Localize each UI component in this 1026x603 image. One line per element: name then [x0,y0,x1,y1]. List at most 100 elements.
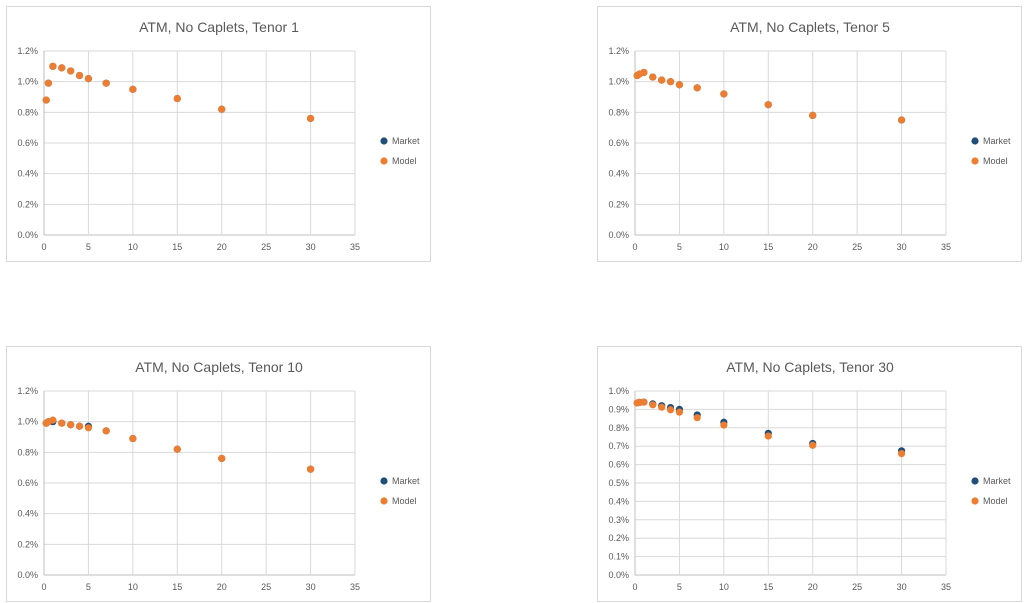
x-tick-label: 10 [719,582,729,592]
model-point [675,408,684,416]
chart-title: ATM, No Caplets, Tenor 30 [726,359,894,375]
y-tick-label: 0.3% [608,515,629,525]
y-tick-label: 0.6% [17,478,38,488]
model-point [666,78,675,86]
series-model [42,62,315,123]
x-tick-label: 25 [852,582,862,592]
model-point [764,101,772,109]
model-point [675,81,684,89]
model-point [49,62,57,70]
x-tick-label: 35 [350,582,360,592]
x-tick-label: 15 [172,582,182,592]
y-tick-label: 1.0% [17,417,38,427]
model-point [42,96,50,104]
x-tick-label: 15 [172,242,182,252]
x-tick-label: 35 [350,242,360,252]
model-point [658,76,666,84]
model-point [67,421,75,429]
y-tick-label: 0.9% [608,404,629,414]
series-market [42,418,315,473]
model-point [640,68,648,77]
x-tick-label: 20 [217,242,227,252]
model-point [49,416,57,424]
legend-marker-model [380,497,388,505]
model-point [129,434,137,443]
y-tick-label: 0.8% [608,423,629,433]
y-tick-label: 1.0% [17,77,38,87]
y-tick-label: 1.2% [608,46,629,56]
y-tick-label: 0.6% [17,138,38,148]
legend-label-model: Model [983,156,1008,166]
y-tick-label: 1.2% [17,46,38,56]
y-tick-label: 0.0% [608,230,629,240]
x-tick-label: 0 [632,242,637,252]
legend-label-model: Model [392,156,417,166]
x-tick-label: 15 [763,242,773,252]
model-point [84,75,93,83]
chart-panel-tenor-1: ATM, No Caplets, Tenor 1 0.0% 0.2% 0.4% 0.6%… [6,6,431,262]
model-point [44,79,53,87]
x-tick-label: 30 [306,582,316,592]
x-tick-label: 20 [808,242,818,252]
legend-label-market: Market [983,136,1011,146]
x-tick-label: 25 [852,242,862,252]
series-model [42,416,315,473]
y-tick-label: 0.2% [17,199,38,209]
y-tick-label: 0.2% [608,533,629,543]
legend-marker-market [971,477,979,485]
y-tick-label: 0.5% [608,478,629,488]
y-tick-label: 0.8% [608,107,629,117]
model-point [102,427,110,435]
model-point [129,85,137,93]
legend-label-market: Market [983,476,1011,486]
x-tick-label: 20 [217,582,227,592]
model-point [75,71,84,80]
model-point [306,465,315,473]
model-point [764,432,772,440]
series-model [633,398,906,458]
x-tick-label: 35 [941,582,951,592]
x-tick-label: 30 [897,582,907,592]
model-point [693,84,701,92]
chart-panel-tenor-5: ATM, No Caplets, Tenor 5 0.0% 0.2% 0.4% 0.6%… [597,6,1022,262]
legend-marker-market [971,137,979,145]
y-tick-label: 1.0% [608,77,629,87]
x-tick-label: 10 [128,242,138,252]
x-tick-label: 20 [808,582,818,592]
model-point [720,90,728,98]
model-point [809,441,817,449]
model-point [306,114,315,123]
y-tick-label: 0.4% [608,169,629,179]
legend-label-market: Market [392,476,420,486]
x-tick-label: 25 [261,242,271,252]
model-point [649,401,657,409]
x-tick-label: 0 [632,582,637,592]
x-tick-label: 30 [306,242,316,252]
model-point [897,116,906,124]
x-tick-label: 15 [763,582,773,592]
y-tick-label: 1.2% [17,386,38,396]
y-tick-label: 0.4% [17,169,38,179]
x-tick-label: 10 [128,582,138,592]
chart-title: ATM, No Caplets, Tenor 1 [139,19,299,35]
model-point [173,445,181,453]
x-tick-label: 5 [677,582,682,592]
legend-marker-market [380,477,388,485]
model-point [693,414,701,422]
x-tick-label: 30 [897,242,907,252]
model-point [218,454,226,463]
x-tick-label: 10 [719,242,729,252]
model-point [102,79,110,87]
y-tick-label: 0.2% [17,539,38,549]
y-tick-label: 1.0% [608,386,629,396]
y-tick-label: 0.0% [17,230,38,240]
model-point [58,419,66,427]
model-point [67,67,75,75]
x-tick-label: 25 [261,582,271,592]
x-tick-label: 5 [677,242,682,252]
x-tick-label: 0 [41,582,46,592]
chart-svg: ATM, No Caplets, Tenor 30 0.0% 0.1% 0.2% 0.3… [608,359,1011,592]
y-tick-label: 0.8% [17,447,38,457]
y-tick-label: 0.7% [608,441,629,451]
series-market [42,62,315,123]
